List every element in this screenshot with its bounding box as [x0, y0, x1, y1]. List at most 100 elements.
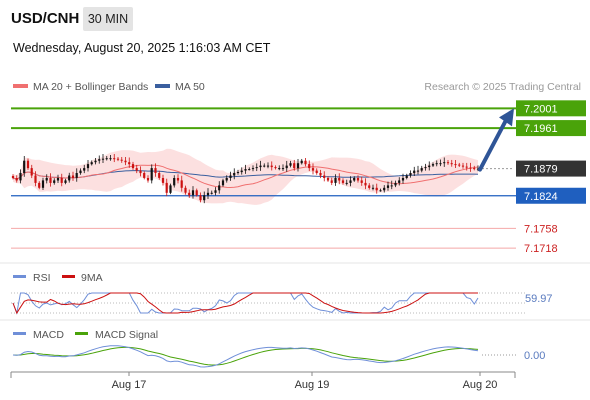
candle-body: [53, 180, 56, 183]
candle-body: [315, 170, 318, 174]
candle-body: [180, 180, 183, 188]
candle-body: [124, 160, 127, 163]
candle-body: [349, 180, 352, 183]
candle-body: [409, 173, 412, 176]
candle-body: [105, 158, 108, 160]
candle-body: [443, 162, 446, 164]
candle-body: [353, 178, 356, 181]
datetime-label: Wednesday, August 20, 2025 1:16:03 AM CE…: [13, 41, 271, 55]
candle-body: [11, 176, 15, 178]
candle-body: [169, 185, 172, 193]
macd-legend-label: MACD: [33, 329, 64, 341]
candle-body: [113, 158, 116, 160]
candle-body: [401, 178, 405, 181]
candle-body: [296, 163, 300, 169]
rsi-ma-legend-swatch: [62, 275, 75, 278]
candle-body: [420, 168, 423, 171]
projection-arrow-shaft: [478, 116, 509, 172]
ma20-legend-label: MA 20 + Bollinger Bands: [33, 81, 148, 93]
candle-body: [98, 159, 101, 161]
candle-body: [285, 165, 288, 169]
candle-body: [458, 164, 461, 166]
candle-body: [255, 167, 258, 169]
candle-body: [439, 163, 442, 165]
candle-body: [263, 165, 266, 167]
candle-body: [26, 160, 30, 169]
rsi-ma-legend-label: 9MA: [81, 272, 103, 284]
candle-body: [465, 166, 468, 168]
candle-body: [390, 185, 393, 187]
support-level-label: 7.1718: [524, 243, 558, 255]
candle-body: [334, 178, 337, 183]
candle-body: [75, 173, 78, 178]
candle-body: [413, 170, 416, 174]
candle-body: [281, 168, 285, 170]
candle-body: [68, 175, 71, 181]
candle-body: [161, 178, 165, 183]
candle-body: [30, 168, 33, 176]
candle-body: [424, 167, 427, 169]
candle-body: [109, 158, 112, 160]
candle-body: [386, 185, 390, 188]
target-level-tag: [516, 120, 586, 137]
target-level-label: 7.2001: [524, 103, 558, 115]
candle-body: [416, 170, 420, 172]
projection-arrow-head: [499, 108, 514, 127]
symbol-title: USD/CNH: [11, 10, 80, 27]
candle-body: [34, 175, 37, 183]
candle-body: [101, 158, 105, 160]
macd-signal-legend-swatch: [75, 332, 88, 335]
macd-signal-legend-label: MACD Signal: [95, 329, 158, 341]
candle-body: [116, 158, 120, 160]
candle-body: [270, 165, 273, 168]
candle-body: [45, 178, 48, 181]
candle-body: [41, 180, 45, 188]
candle-body: [188, 192, 191, 196]
candle-body: [379, 190, 382, 192]
candle-body: [300, 160, 303, 164]
macd-value-label: 0.00: [524, 350, 545, 362]
candle-body: [146, 178, 150, 181]
candle-body: [83, 168, 86, 171]
candle-body: [469, 167, 472, 169]
x-tick-label: Aug 19: [295, 379, 330, 391]
candle-body: [473, 168, 476, 170]
candle-body: [341, 180, 345, 183]
candle-body: [139, 170, 142, 174]
ma50-legend-label: MA 50: [175, 81, 205, 93]
candle-body: [251, 168, 255, 170]
candle-body: [233, 173, 236, 176]
candle-body: [383, 187, 386, 191]
candle-body: [143, 173, 146, 178]
candle-body: [398, 180, 401, 183]
candle-body: [38, 182, 41, 188]
candle-body: [184, 187, 187, 193]
candle-body: [360, 180, 363, 183]
candle-body: [330, 180, 333, 183]
candle-body: [128, 162, 131, 165]
candle-body: [289, 163, 292, 166]
rsi-legend-label: RSI: [33, 272, 51, 284]
candle-body: [210, 192, 213, 194]
candle-body: [308, 164, 311, 169]
candle-body: [454, 164, 457, 166]
price-panel: 7.2001 7.1961 7.1879 7.1824 7.1758 7.1718: [11, 100, 586, 255]
candle-body: [368, 185, 371, 188]
candle-body: [229, 175, 232, 178]
candle-body: [195, 190, 198, 196]
candle-body: [225, 178, 228, 181]
macd-panel: 0.00: [12, 345, 545, 368]
candle-body: [323, 175, 326, 178]
candle-body: [15, 178, 18, 181]
candle-body: [165, 182, 168, 193]
ma20-line: [12, 164, 479, 189]
candle-body: [71, 175, 75, 178]
timeframe-badge[interactable]: 30 MIN: [83, 7, 133, 31]
candle-body: [274, 167, 277, 169]
candle-body: [244, 169, 247, 171]
candle-body: [435, 163, 438, 165]
candle-body: [23, 160, 26, 173]
candle-body: [394, 182, 397, 186]
rsi-line: [12, 292, 479, 315]
